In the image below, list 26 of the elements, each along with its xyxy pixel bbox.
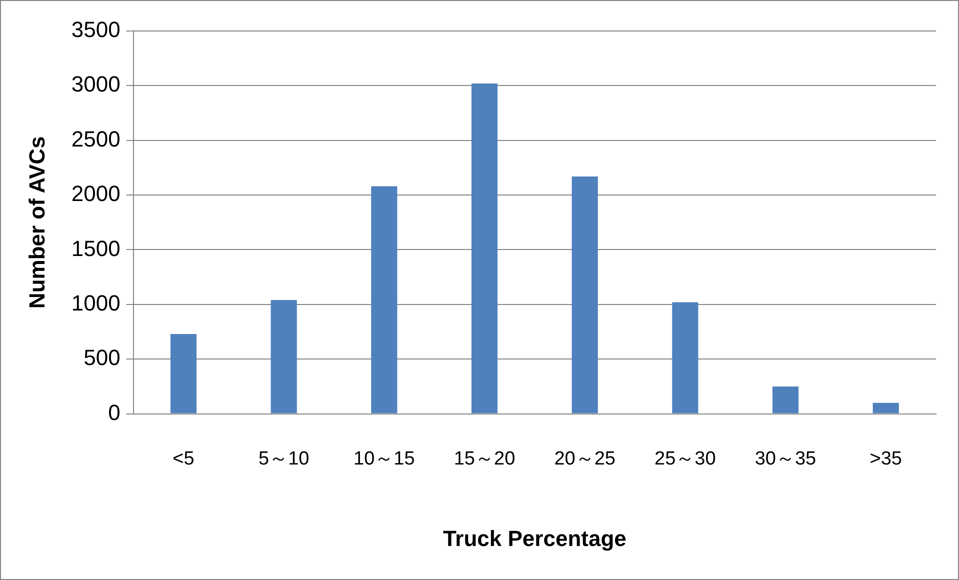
x-tick-label: <5 xyxy=(172,448,194,470)
y-axis-title: Number of AVCs xyxy=(24,136,50,309)
bar xyxy=(471,84,498,414)
x-tick-label: >35 xyxy=(870,448,902,470)
x-tick-label: 20～25 xyxy=(554,448,616,470)
bar xyxy=(672,302,698,414)
y-tick-label: 2000 xyxy=(71,181,120,206)
bar xyxy=(270,300,297,414)
bar xyxy=(872,402,899,414)
bar xyxy=(772,386,799,414)
bar xyxy=(371,186,398,414)
y-tick-label: 0 xyxy=(108,400,120,425)
x-tick-label: 10～15 xyxy=(354,448,415,470)
x-tick-label: 15～20 xyxy=(454,448,516,470)
x-tick-label: 30～35 xyxy=(754,448,816,470)
y-tick-label: 1000 xyxy=(71,290,120,316)
x-tick-label: 25～30 xyxy=(654,448,716,470)
x-axis-title: Truck Percentage xyxy=(442,526,626,551)
y-tick-label: 1500 xyxy=(71,236,120,261)
y-tick-label: 500 xyxy=(84,345,120,370)
y-tick-label: 2500 xyxy=(71,126,120,152)
bar xyxy=(572,176,598,414)
y-tick-label: 3000 xyxy=(71,72,120,97)
y-tick-label: 3500 xyxy=(71,17,120,42)
x-tick-label: 5～10 xyxy=(258,448,310,470)
bar xyxy=(170,334,197,414)
